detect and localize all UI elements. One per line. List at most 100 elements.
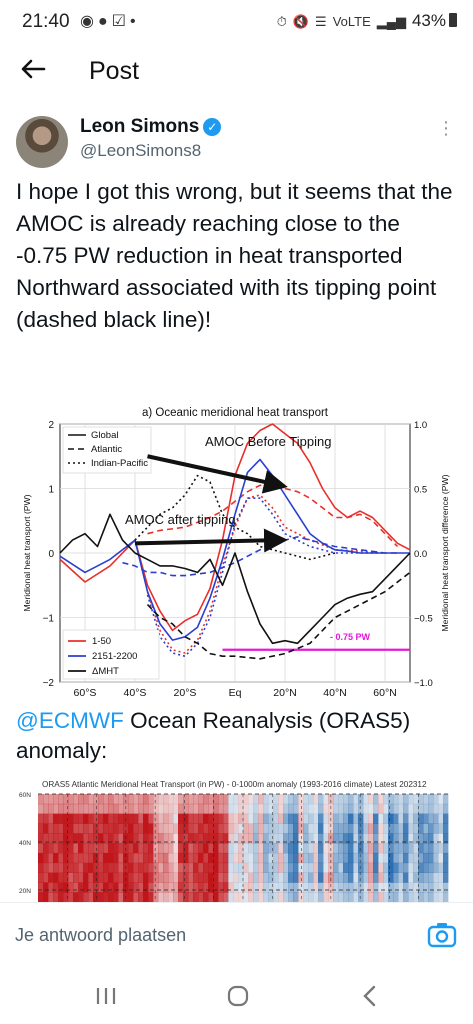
heatmap-cell: [418, 862, 424, 873]
heatmap-cell: [383, 794, 389, 805]
heatmap-cell: [58, 892, 64, 902]
heatmap-cell: [133, 803, 139, 815]
heatmap-cell: [193, 882, 199, 893]
heatmap-cell: [173, 843, 179, 854]
heatmap-cell: [388, 892, 394, 902]
heatmap-cell: [43, 862, 49, 873]
heatmap-cell: [218, 803, 224, 815]
heatmap-cell: [318, 813, 324, 824]
heatmap-cell: [333, 882, 339, 893]
heatmap-cell: [408, 833, 414, 844]
heatmap-cell: [278, 882, 284, 893]
heatmap-cell: [283, 803, 289, 815]
recents-icon[interactable]: [86, 982, 126, 1010]
heatmap-cell: [168, 872, 174, 883]
heatmap-cell: [303, 843, 309, 854]
more-options-icon[interactable]: ⋮: [437, 118, 455, 138]
heatmap-cell: [343, 882, 349, 893]
legend-style-label: Indian-Pacific: [91, 458, 148, 469]
camera-icon[interactable]: [427, 921, 457, 949]
chart-svg: a) Oceanic meridional heat transport 60°S…: [22, 407, 450, 699]
heatmap-cell: [438, 813, 444, 824]
heatmap-cell: [403, 892, 409, 902]
heatmap-cell: [323, 892, 329, 902]
heatmap-cell: [173, 882, 179, 893]
heatmap-cell: [43, 813, 49, 824]
heatmap-cell: [113, 833, 119, 844]
heatmap-cell: [443, 843, 449, 854]
heat-transport-chart[interactable]: a) Oceanic meridional heat transport 60°S…: [18, 400, 458, 700]
heatmap-cell: [363, 823, 369, 834]
heatmap-cell: [403, 852, 409, 864]
heatmap-cell: [258, 882, 264, 893]
heatmap-cell: [283, 813, 289, 824]
heatmap-cell: [298, 813, 304, 824]
heatmap-cell: [63, 813, 69, 824]
heatmap-cell: [63, 843, 69, 854]
heatmap-cell: [293, 813, 299, 824]
heatmap-cell: [308, 872, 314, 883]
heatmap-cell: [158, 892, 164, 902]
heatmap-cell: [238, 813, 244, 824]
heatmap-cell: [68, 892, 74, 902]
heatmap-cell: [348, 794, 354, 805]
heatmap-cell: [138, 892, 144, 902]
avatar[interactable]: [16, 116, 68, 168]
home-icon[interactable]: [218, 982, 258, 1010]
heatmap-cell: [368, 852, 374, 864]
heatmap-cell: [393, 892, 399, 902]
heatmap-cell: [73, 833, 79, 844]
heatmap-cell: [443, 833, 449, 844]
author-name-link[interactable]: Leon Simons ✓: [80, 116, 222, 138]
heatmap-cell: [313, 833, 319, 844]
heatmap-cell: [418, 823, 424, 834]
back-icon[interactable]: [350, 982, 390, 1010]
heatmap-cell: [48, 833, 54, 844]
heatmap-cell: [348, 833, 354, 844]
series-line-MHT-global: [59, 513, 411, 645]
heatmap-cell: [253, 813, 259, 824]
heatmap-cell: [138, 843, 144, 854]
heatmap-cell: [43, 803, 49, 815]
heatmap-cell: [323, 862, 329, 873]
heatmap-cell: [208, 813, 214, 824]
heatmap-cell: [393, 803, 399, 815]
heatmap-cell: [343, 803, 349, 815]
reply-input[interactable]: Je antwoord plaatsen: [15, 925, 187, 945]
heatmap-cell: [243, 862, 249, 873]
messenger-icon: ●: [97, 13, 112, 30]
heatmap-cell: [333, 892, 339, 902]
heatmap-cell: [293, 843, 299, 854]
heatmap-cell: [113, 843, 119, 854]
heatmap-cell: [188, 862, 194, 873]
heatmap-cell: [183, 803, 189, 815]
heatmap-cell: [433, 882, 439, 893]
back-arrow-icon[interactable]: [18, 54, 54, 90]
heatmap-cell: [383, 803, 389, 815]
battery-percent: 43%: [411, 11, 446, 30]
heatmap-cell: [413, 892, 419, 902]
heatmap-cell: [443, 794, 449, 805]
heatmap-cell: [293, 872, 299, 883]
heatmap-cell: [183, 794, 189, 805]
heatmap-cell: [78, 823, 84, 834]
heatmap-cell: [268, 852, 274, 864]
heatmap-cell: [248, 833, 254, 844]
heatmap-cell: [43, 872, 49, 883]
heatmap-cell: [323, 794, 329, 805]
heatmap-cell: [143, 823, 149, 834]
mention-link[interactable]: @ECMWF: [16, 708, 124, 733]
heatmap-cell: [343, 852, 349, 864]
heatmap-cell: [358, 813, 364, 824]
author-handle[interactable]: @LeonSimons8: [80, 141, 202, 160]
heatmap-cell: [118, 794, 124, 805]
heatmap-cell: [38, 813, 44, 824]
heatmap-cell: [48, 872, 54, 883]
heatmap-cell: [148, 843, 154, 854]
heatmap-cell: [153, 813, 159, 824]
heatmap-cell: [393, 813, 399, 824]
oras5-heatmap-image[interactable]: ORAS5 Atlantic Meridional Heat Transport…: [16, 776, 454, 902]
heatmap-cell: [38, 823, 44, 834]
heatmap-cell: [98, 892, 104, 902]
heatmap-cell: [353, 862, 359, 873]
